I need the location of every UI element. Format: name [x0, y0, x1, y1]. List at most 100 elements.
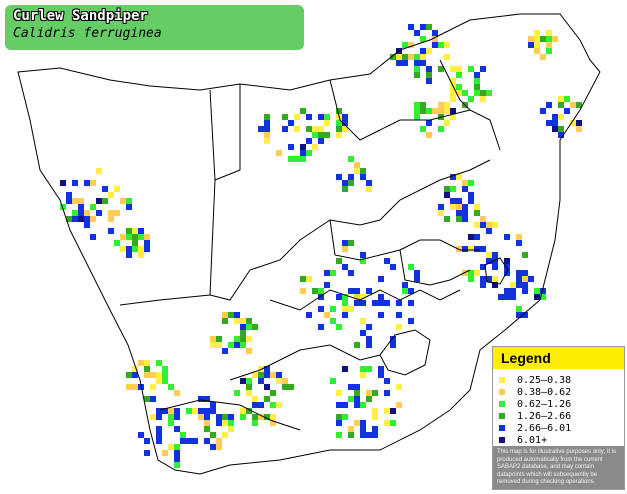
grid-cell	[396, 300, 402, 306]
grid-cell	[426, 120, 432, 126]
grid-cell	[318, 306, 324, 312]
grid-cell	[336, 414, 342, 420]
grid-cell	[252, 414, 258, 420]
grid-cell	[246, 348, 252, 354]
grid-cell	[354, 342, 360, 348]
grid-cell	[366, 324, 372, 330]
grid-cell	[198, 414, 204, 420]
grid-cell	[522, 282, 528, 288]
grid-cell	[282, 384, 288, 390]
grid-cell	[156, 414, 162, 420]
grid-cell	[294, 156, 300, 162]
legend-swatch-2	[499, 401, 505, 407]
grid-cell	[240, 330, 246, 336]
grid-cell	[348, 426, 354, 432]
grid-cell	[162, 408, 168, 414]
grid-cell	[222, 318, 228, 324]
grid-cell	[546, 120, 552, 126]
grid-cell	[450, 78, 456, 84]
grid-cell	[438, 102, 444, 108]
grid-cell	[420, 48, 426, 54]
grid-cell	[372, 408, 378, 414]
grid-cell	[306, 138, 312, 144]
grid-cell	[444, 186, 450, 192]
grid-cell	[156, 426, 162, 432]
grid-cell	[462, 180, 468, 186]
grid-cell	[384, 258, 390, 264]
grid-cell	[60, 204, 66, 210]
grid-cell	[492, 264, 498, 270]
grid-cell	[354, 300, 360, 306]
grid-cell	[534, 30, 540, 36]
grid-cell	[354, 420, 360, 426]
grid-cell	[300, 108, 306, 114]
grid-cell	[414, 60, 420, 66]
grid-cell	[216, 342, 222, 348]
grid-cell	[342, 120, 348, 126]
grid-cell	[276, 372, 282, 378]
grid-cell	[258, 414, 264, 420]
grid-cell	[564, 96, 570, 102]
grid-cell	[342, 126, 348, 132]
grid-cell	[72, 180, 78, 186]
grid-cell	[504, 288, 510, 294]
grid-cell	[426, 48, 432, 54]
grid-cell	[450, 108, 456, 114]
grid-cell	[318, 132, 324, 138]
grid-cell	[480, 90, 486, 96]
grid-cell	[456, 174, 462, 180]
grid-cell	[468, 234, 474, 240]
grid-cell	[228, 426, 234, 432]
grid-cell	[342, 186, 348, 192]
grid-cell	[540, 288, 546, 294]
grid-cell	[300, 150, 306, 156]
grid-cell	[360, 432, 366, 438]
grid-cell	[234, 342, 240, 348]
grid-cell	[246, 336, 252, 342]
grid-cell	[444, 42, 450, 48]
grid-cell	[168, 408, 174, 414]
grid-cell	[480, 222, 486, 228]
grid-cell	[396, 384, 402, 390]
grid-cell	[66, 216, 72, 222]
legend-swatch-0	[499, 377, 505, 383]
grid-cell	[360, 366, 366, 372]
grid-cell	[444, 192, 450, 198]
grid-cell	[354, 168, 360, 174]
grid-cell	[180, 438, 186, 444]
grid-cell	[264, 120, 270, 126]
grid-cell	[366, 186, 372, 192]
grid-cell	[342, 402, 348, 408]
grid-cell	[252, 402, 258, 408]
grid-cell	[516, 282, 522, 288]
grid-cell	[444, 120, 450, 126]
grid-cell	[456, 198, 462, 204]
grid-cell	[66, 198, 72, 204]
grid-cell	[444, 108, 450, 114]
grid-cell	[84, 210, 90, 216]
grid-cell	[516, 312, 522, 318]
grid-cell	[282, 378, 288, 384]
grid-cell	[174, 426, 180, 432]
grid-cell	[78, 210, 84, 216]
grid-cell	[546, 30, 552, 36]
grid-cell	[522, 312, 528, 318]
grid-cell	[174, 390, 180, 396]
grid-cell	[330, 270, 336, 276]
grid-cell	[168, 384, 174, 390]
grid-cell	[354, 390, 360, 396]
grid-cell	[348, 432, 354, 438]
grid-cell	[474, 234, 480, 240]
grid-cell	[234, 318, 240, 324]
grid-cell	[456, 90, 462, 96]
grid-cell	[108, 216, 114, 222]
grid-cell	[474, 84, 480, 90]
legend-item-label: 2.66–6.01	[517, 422, 572, 434]
grid-cell	[216, 420, 222, 426]
grid-cell	[294, 126, 300, 132]
grid-cell	[354, 384, 360, 390]
grid-cell	[204, 426, 210, 432]
grid-cell	[246, 378, 252, 384]
grid-cell	[264, 138, 270, 144]
grid-cell	[258, 402, 264, 408]
